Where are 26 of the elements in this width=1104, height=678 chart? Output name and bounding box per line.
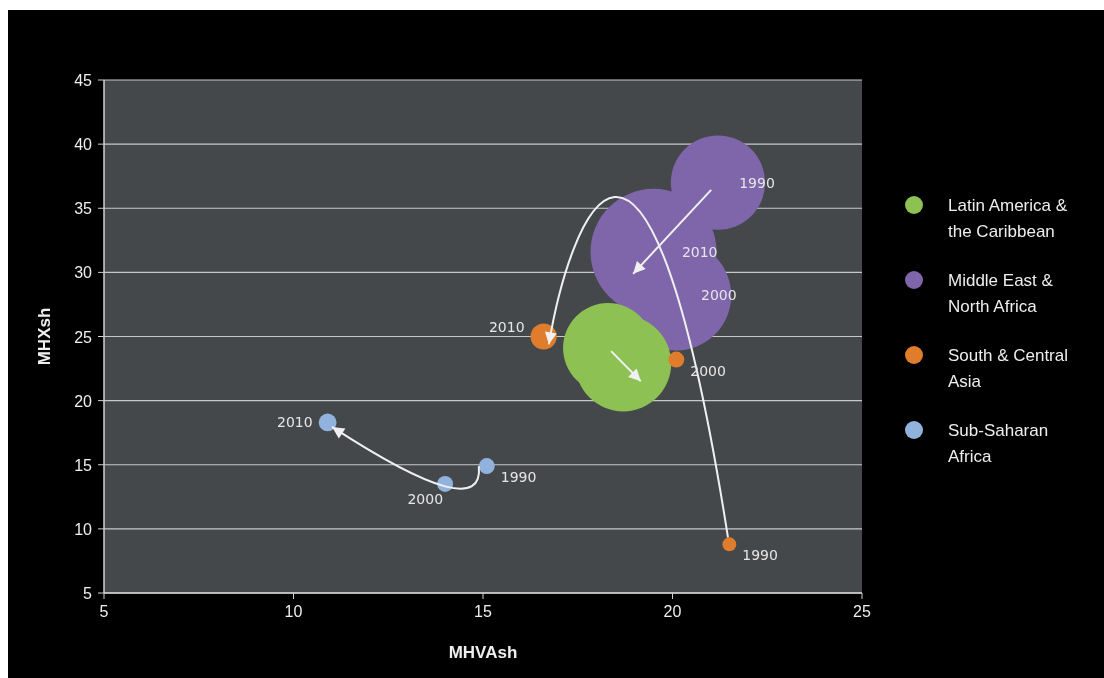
x-tick-label: 10	[284, 603, 303, 620]
x-tick-label: 25	[853, 603, 871, 620]
annotation: 2010	[488, 318, 525, 335]
legend-label: Latin America & the Caribbean	[948, 196, 1068, 241]
legend-label: South & Central Asia	[948, 346, 1069, 391]
y-tick-label: 45	[74, 72, 93, 89]
y-tick-label: 40	[74, 136, 93, 154]
y-tick-label: 20	[74, 392, 93, 410]
y-tick-label: 35	[74, 200, 93, 218]
y-tick-label: 25	[74, 328, 93, 346]
y-tick-label: 30	[74, 264, 93, 282]
annotation: 2010	[681, 243, 718, 260]
annotation: 2010	[277, 414, 313, 431]
y-tick-label: 10	[74, 520, 93, 538]
x-tick-label: 15	[474, 603, 492, 620]
y-axis-title: MHXsh	[35, 307, 54, 366]
annotation: 2000	[407, 490, 444, 507]
legend-label: Middle East & North Africa	[948, 271, 1054, 316]
y-tick-label: 15	[74, 456, 93, 474]
x-tick-label: 5	[99, 603, 109, 620]
x-tick-label: 20	[663, 603, 682, 620]
legend-label: Sub-Saharan Africa	[948, 421, 1049, 466]
annotation: 1990	[742, 547, 778, 564]
y-tick-label: 5	[83, 585, 93, 602]
x-axis-title: MHVAsh	[448, 643, 518, 662]
annotation: 1990	[500, 469, 537, 486]
